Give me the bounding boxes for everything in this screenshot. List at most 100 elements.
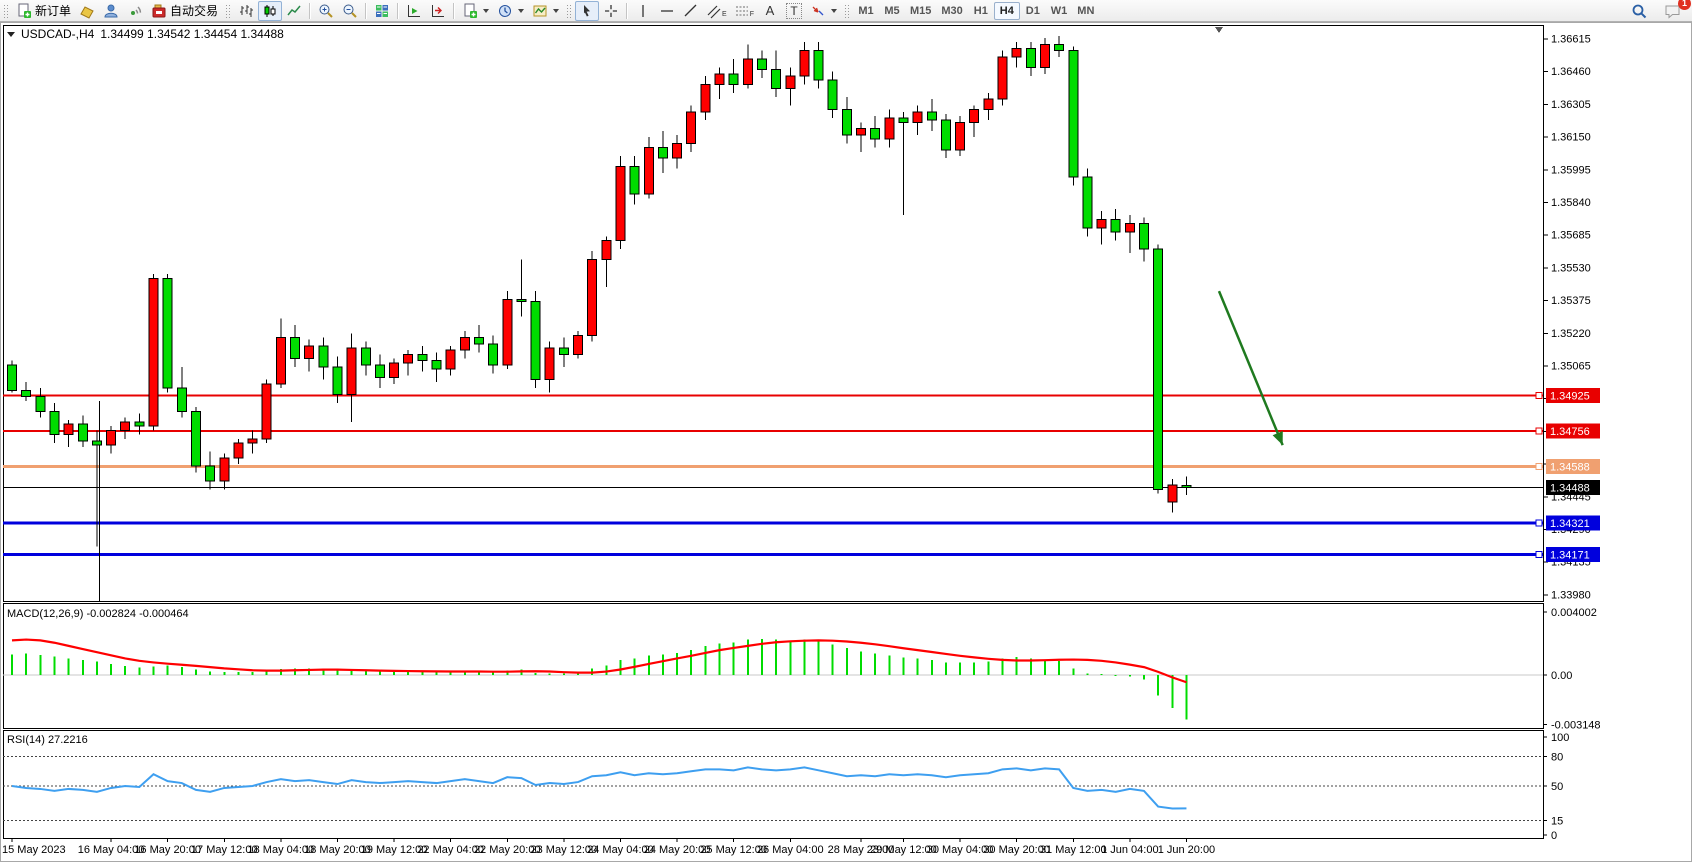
svg-text:29 May 12:00: 29 May 12:00 xyxy=(870,844,937,856)
clock-icon xyxy=(499,4,512,17)
horizontal-line-icon xyxy=(661,9,674,12)
separator xyxy=(453,2,456,19)
toolbar-right: 1 xyxy=(1627,0,1691,22)
new-order-button[interactable]: 新订单 xyxy=(12,1,75,21)
toolbar-grip[interactable] xyxy=(225,3,231,18)
svg-text:1.35995: 1.35995 xyxy=(1551,164,1591,176)
quote-ohlc-values: 1.34499 1.34542 1.34454 1.34488 xyxy=(100,27,284,41)
search-button[interactable] xyxy=(1627,1,1652,21)
separator xyxy=(309,2,312,19)
toolbar-standard: 新订单 自动交易 xyxy=(0,0,222,22)
cursor-tool-button[interactable] xyxy=(575,0,600,21)
zoom-out-button[interactable] xyxy=(338,1,362,21)
crosshair-tool-button[interactable] xyxy=(599,1,623,21)
tile-windows-button[interactable] xyxy=(370,1,394,21)
svg-text:-0.003148: -0.003148 xyxy=(1551,720,1601,732)
svg-text:1.34925: 1.34925 xyxy=(1550,391,1590,403)
svg-text:1.35220: 1.35220 xyxy=(1551,328,1591,340)
timeframe-button-MN[interactable]: MN xyxy=(1072,2,1099,20)
periods-button[interactable] xyxy=(493,1,528,21)
svg-text:1.35375: 1.35375 xyxy=(1551,295,1591,307)
text-tool-button[interactable]: A xyxy=(758,1,782,21)
metaeditor-button[interactable] xyxy=(75,1,99,21)
timeframe-button-H1[interactable]: H1 xyxy=(968,2,994,20)
signals-icon xyxy=(131,5,142,15)
symbol-timeframe-label: USDCAD-,H4 xyxy=(21,27,95,41)
toolbar-grip[interactable] xyxy=(566,3,572,18)
svg-text:22 May 04:00: 22 May 04:00 xyxy=(417,844,484,856)
toolbar-grip[interactable] xyxy=(3,3,8,18)
channel-icon-subscript: E xyxy=(722,11,727,18)
symbol-dropdown-icon[interactable] xyxy=(7,32,15,37)
candlestick-chart-icon xyxy=(264,4,276,17)
svg-text:24 May 04:00: 24 May 04:00 xyxy=(587,844,654,856)
svg-text:1.34588: 1.34588 xyxy=(1550,462,1590,474)
chart-window[interactable]: 1.36615 1.36460 1.36305 1.36150 1.35995 1.358… xyxy=(0,22,1692,862)
chart-shift-icon xyxy=(432,4,445,17)
fibonacci-tool-button[interactable]: F xyxy=(731,1,758,21)
timeframe-button-M30[interactable]: M30 xyxy=(936,2,967,20)
timeframe-button-D1[interactable]: D1 xyxy=(1020,2,1046,20)
search-icon xyxy=(1632,4,1647,18)
svg-text:1.35065: 1.35065 xyxy=(1551,361,1591,373)
svg-text:15: 15 xyxy=(1551,815,1563,827)
candlestick-chart-button[interactable] xyxy=(258,0,283,21)
text-label-tool-button[interactable]: T xyxy=(782,1,806,21)
auto-scroll-icon xyxy=(408,4,421,17)
chart-shift-button[interactable] xyxy=(426,1,450,21)
svg-text:24 May 20:00: 24 May 20:00 xyxy=(644,844,711,856)
svg-text:1 Jun 20:00: 1 Jun 20:00 xyxy=(1158,844,1216,856)
auto-scroll-button[interactable] xyxy=(402,1,426,21)
notification-badge: 1 xyxy=(1678,0,1691,10)
arrows-tool-button[interactable] xyxy=(806,1,841,21)
svg-text:1 Jun 04:00: 1 Jun 04:00 xyxy=(1101,844,1159,856)
timeframe-button-H4[interactable]: H4 xyxy=(993,1,1020,20)
channel-icon xyxy=(707,5,721,18)
separator xyxy=(626,2,629,19)
bar-chart-button[interactable] xyxy=(234,1,258,21)
timeframe-button-M1[interactable]: M1 xyxy=(853,2,879,20)
zoom-in-button[interactable] xyxy=(314,1,338,21)
svg-text:26 May 04:00: 26 May 04:00 xyxy=(757,844,824,856)
line-chart-button[interactable] xyxy=(282,1,306,21)
vertical-line-tool-button[interactable] xyxy=(631,1,655,21)
metaeditor-icon xyxy=(80,5,94,19)
macd-indicator-label: MACD(12,26,9) -0.002824 -0.000464 xyxy=(7,608,189,620)
svg-text:50: 50 xyxy=(1551,781,1563,793)
svg-text:16 May 04:00: 16 May 04:00 xyxy=(78,844,145,856)
signals-button[interactable] xyxy=(123,1,147,21)
indicators-button[interactable] xyxy=(528,1,563,21)
separator xyxy=(397,2,400,19)
community-button[interactable] xyxy=(99,1,123,21)
trendline-tool-button[interactable] xyxy=(679,1,703,21)
svg-text:18 May 04:00: 18 May 04:00 xyxy=(248,844,315,856)
svg-text:1.36305: 1.36305 xyxy=(1551,99,1591,111)
horizontal-line-tool-button[interactable] xyxy=(655,1,679,21)
toolbar: 新订单 自动交易 xyxy=(0,0,1692,22)
svg-text:1.34171: 1.34171 xyxy=(1550,550,1590,562)
algo-trading-button[interactable]: 自动交易 xyxy=(147,1,222,21)
macd-signal-line xyxy=(11,638,1187,684)
rsi-indicator-label: RSI(14) 27.2216 xyxy=(7,734,88,746)
timeframe-button-M15[interactable]: M15 xyxy=(905,2,936,20)
chart-canvas[interactable]: 1.36615 1.36460 1.36305 1.36150 1.35995 1.358… xyxy=(0,22,1692,862)
separator xyxy=(365,2,368,19)
svg-text:28 May 23:00: 28 May 23:00 xyxy=(828,844,895,856)
crosshair-icon xyxy=(605,4,618,17)
equidistant-channel-tool-button[interactable]: E xyxy=(703,1,731,21)
svg-text:1.34756: 1.34756 xyxy=(1550,426,1590,438)
svg-text:30 May 20:00: 30 May 20:00 xyxy=(983,844,1050,856)
dropdown-caret-icon xyxy=(553,8,560,13)
svg-text:1.34321: 1.34321 xyxy=(1550,518,1590,530)
timeframe-button-M5[interactable]: M5 xyxy=(879,2,905,20)
indicators-icon xyxy=(533,5,547,16)
svg-text:0: 0 xyxy=(1551,830,1557,842)
templates-button[interactable] xyxy=(458,1,493,21)
community-user-icon xyxy=(104,4,118,17)
notifications-button[interactable]: 1 xyxy=(1660,0,1691,21)
toolbar-grip[interactable] xyxy=(843,3,849,18)
text-tool-icon: A xyxy=(765,3,775,18)
timeframe-button-W1[interactable]: W1 xyxy=(1046,2,1073,20)
svg-text:17 May 12:00: 17 May 12:00 xyxy=(191,844,258,856)
svg-text:31 May 12:00: 31 May 12:00 xyxy=(1040,844,1107,856)
